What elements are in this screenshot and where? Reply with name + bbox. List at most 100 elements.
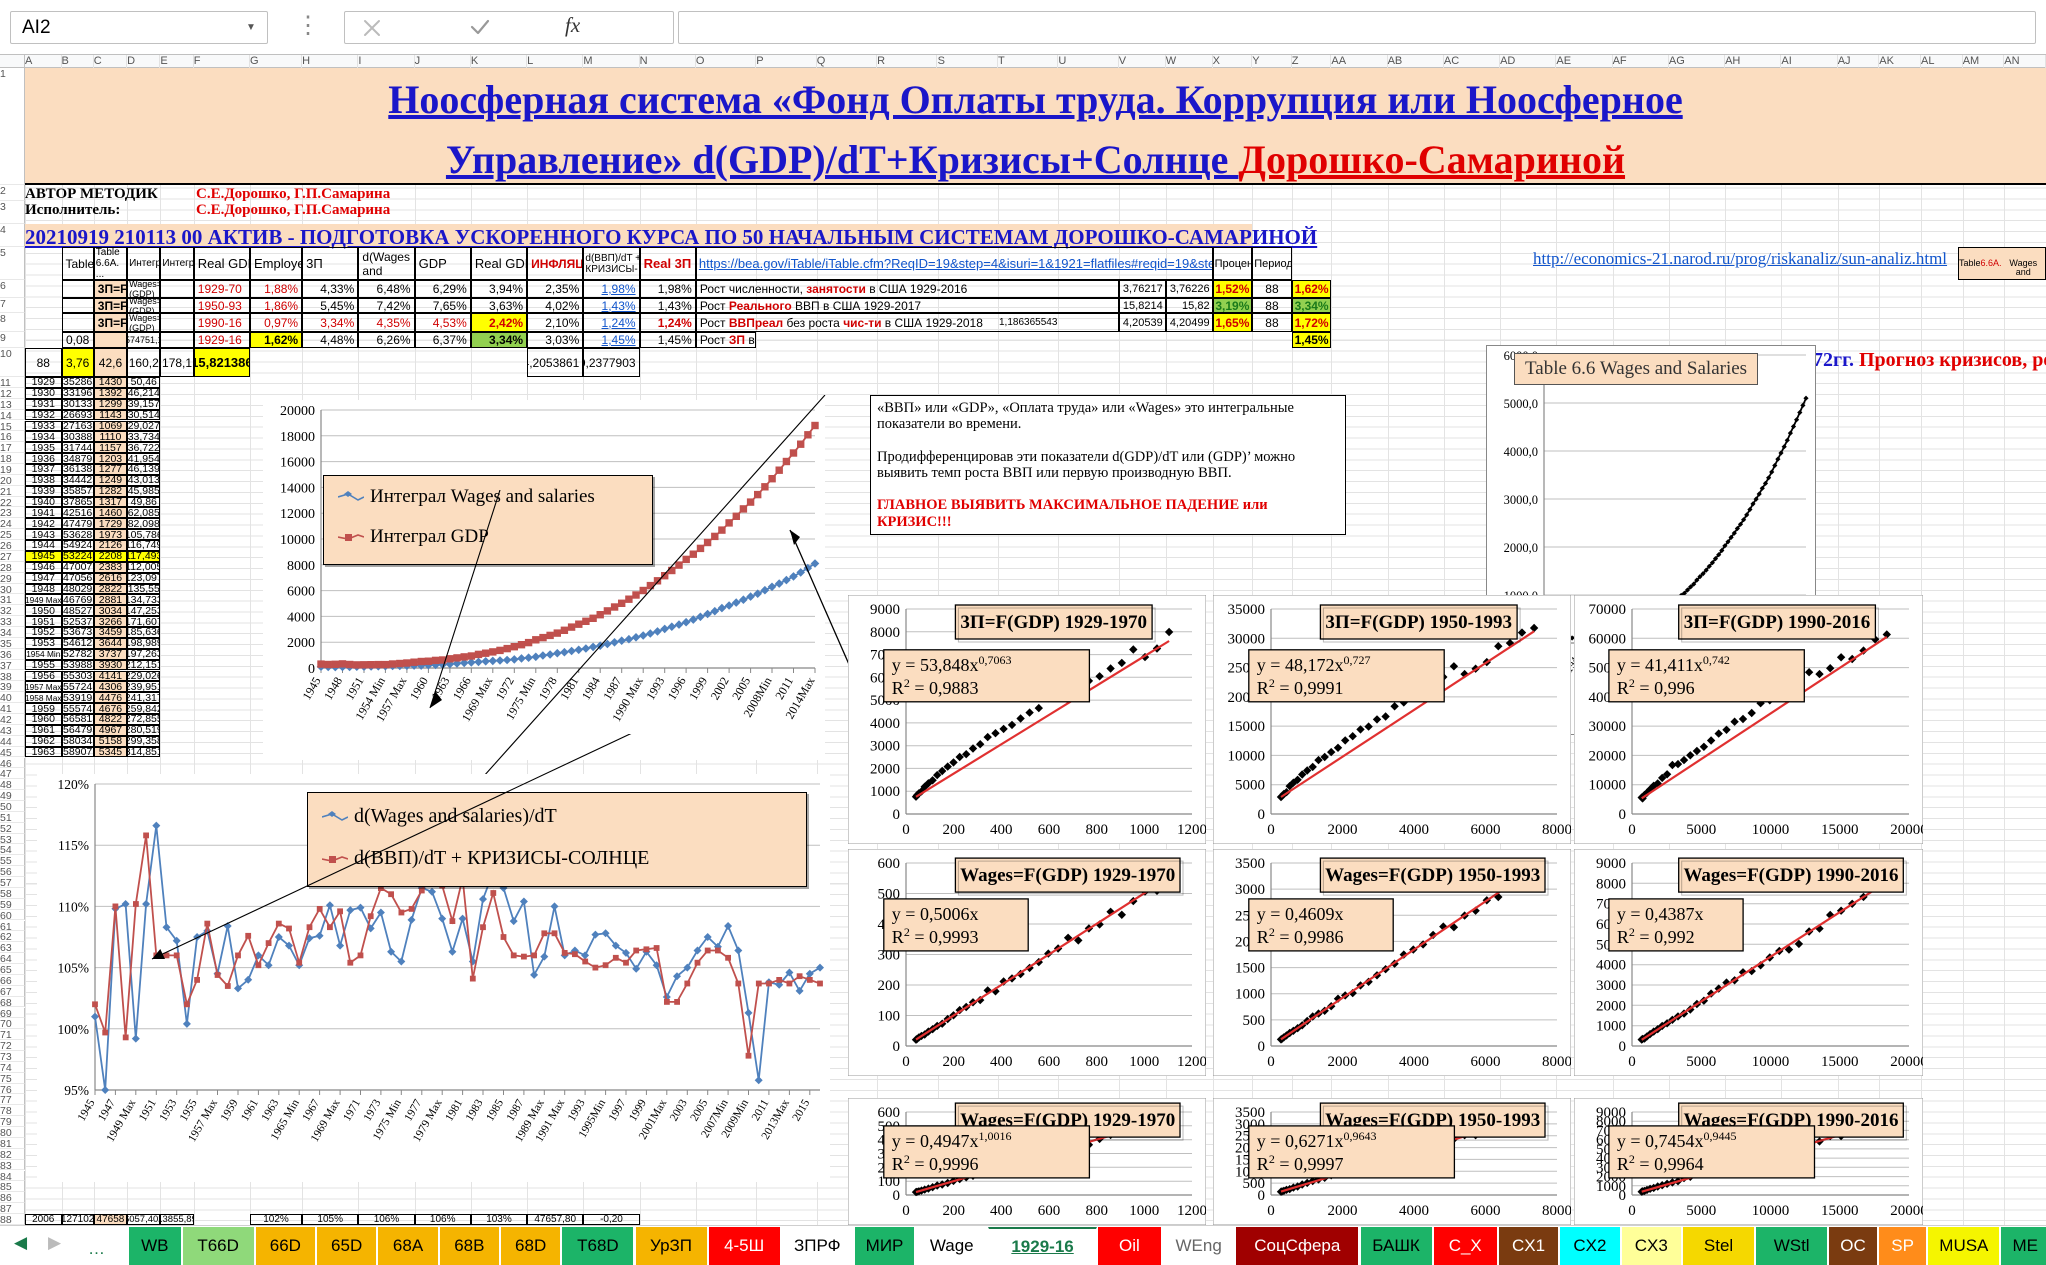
svg-text:1000: 1000	[1235, 987, 1265, 1003]
svg-text:5000: 5000	[1686, 822, 1716, 838]
svg-text:200: 200	[878, 978, 901, 994]
svg-text:4000: 4000	[1399, 1203, 1429, 1219]
svg-text:600: 600	[1038, 1203, 1061, 1219]
svg-text:600: 600	[878, 856, 901, 872]
svg-text:800: 800	[1085, 1054, 1108, 1070]
svg-text:0: 0	[1619, 807, 1627, 823]
svg-text:4000: 4000	[1399, 822, 1429, 838]
svg-text:0: 0	[1628, 1203, 1636, 1219]
svg-text:0: 0	[893, 807, 901, 823]
svg-text:1200: 1200	[1177, 822, 1206, 838]
svg-text:9000: 9000	[1596, 856, 1626, 872]
svg-text:30000: 30000	[1589, 719, 1627, 735]
svg-text:0: 0	[902, 1203, 910, 1219]
svg-text:0: 0	[1258, 1039, 1266, 1055]
svg-text:10000: 10000	[1752, 1203, 1790, 1219]
svg-text:70000: 70000	[1589, 602, 1627, 618]
svg-text:2000,0: 2000,0	[1504, 541, 1538, 555]
svg-text:6000: 6000	[1471, 822, 1501, 838]
svg-text:0: 0	[893, 1039, 901, 1055]
svg-text:15000: 15000	[1228, 719, 1266, 735]
svg-text:y = 0,5006x: y = 0,5006x	[892, 904, 979, 924]
svg-text:0: 0	[902, 822, 910, 838]
svg-text:35000: 35000	[1228, 602, 1266, 618]
svg-text:8000: 8000	[1596, 876, 1626, 892]
svg-text:6000: 6000	[1471, 1203, 1501, 1219]
svg-text:500: 500	[1243, 1013, 1266, 1029]
svg-text:0: 0	[893, 1188, 901, 1204]
svg-text:5000: 5000	[1686, 1054, 1716, 1070]
svg-text:20000: 20000	[1890, 1203, 1923, 1219]
svg-text:9000: 9000	[870, 602, 900, 618]
svg-text:400: 400	[990, 822, 1013, 838]
svg-text:200: 200	[942, 1054, 965, 1070]
svg-text:5000: 5000	[1235, 778, 1265, 794]
svg-text:R2 = 0,992: R2 = 0,992	[1617, 925, 1695, 947]
svg-text:10000: 10000	[1752, 1054, 1790, 1070]
svg-text:600: 600	[1038, 822, 1061, 838]
svg-text:200: 200	[942, 1203, 965, 1219]
svg-text:20000: 20000	[1589, 748, 1627, 764]
svg-text:400: 400	[990, 1054, 1013, 1070]
svg-text:5000: 5000	[1686, 1203, 1716, 1219]
svg-text:4000,0: 4000,0	[1504, 445, 1538, 459]
svg-text:1000: 1000	[1129, 1054, 1159, 1070]
svg-text:5000,0: 5000,0	[1504, 397, 1538, 411]
svg-text:3000: 3000	[870, 739, 900, 755]
svg-text:15000: 15000	[1821, 1054, 1859, 1070]
svg-text:600: 600	[878, 1105, 901, 1121]
svg-text:0: 0	[902, 1054, 910, 1070]
svg-text:400: 400	[990, 1203, 1013, 1219]
svg-text:0: 0	[1267, 1203, 1275, 1219]
svg-text:0: 0	[1619, 1039, 1627, 1055]
svg-text:3500: 3500	[1235, 856, 1265, 872]
svg-text:10000: 10000	[1228, 748, 1266, 764]
svg-text:y = 0,4387x: y = 0,4387x	[1617, 904, 1704, 924]
svg-text:2000: 2000	[1596, 998, 1626, 1014]
svg-text:y = 0,4609x: y = 0,4609x	[1257, 904, 1344, 924]
svg-text:1000: 1000	[1129, 1203, 1159, 1219]
svg-text:0: 0	[1267, 1054, 1275, 1070]
svg-text:20000: 20000	[1890, 822, 1923, 838]
svg-text:8000: 8000	[870, 625, 900, 641]
svg-text:2000: 2000	[1328, 822, 1358, 838]
svg-text:R2 = 0,996: R2 = 0,996	[1617, 676, 1695, 698]
svg-text:0: 0	[1267, 822, 1275, 838]
svg-text:Wages=F(GDP) 1990-2016: Wages=F(GDP) 1990-2016	[1683, 865, 1898, 886]
svg-text:2000: 2000	[870, 761, 900, 777]
svg-text:0: 0	[1628, 822, 1636, 838]
svg-text:200: 200	[942, 822, 965, 838]
svg-text:0: 0	[1628, 1054, 1636, 1070]
svg-text:0: 0	[1258, 807, 1266, 823]
svg-text:3П=F(GDP) 1929-1970: 3П=F(GDP) 1929-1970	[960, 612, 1147, 633]
svg-text:800: 800	[1085, 1203, 1108, 1219]
svg-text:15000: 15000	[1821, 1203, 1859, 1219]
svg-text:4000: 4000	[1399, 1054, 1429, 1070]
svg-text:600: 600	[1038, 1054, 1061, 1070]
svg-text:1500: 1500	[1235, 961, 1265, 977]
svg-text:3000,0: 3000,0	[1504, 493, 1538, 507]
svg-text:1200: 1200	[1177, 1054, 1206, 1070]
svg-text:30000: 30000	[1228, 631, 1266, 647]
svg-text:15000: 15000	[1821, 822, 1859, 838]
svg-text:3П=F(GDP) 1990-2016: 3П=F(GDP) 1990-2016	[1684, 612, 1871, 633]
svg-text:10000: 10000	[1589, 778, 1627, 794]
svg-text:6000: 6000	[1471, 1054, 1501, 1070]
svg-text:9000: 9000	[1596, 1105, 1626, 1121]
svg-text:4000: 4000	[1596, 958, 1626, 974]
svg-text:4000: 4000	[870, 716, 900, 732]
svg-text:1000: 1000	[1596, 1019, 1626, 1035]
svg-text:1000: 1000	[870, 784, 900, 800]
svg-text:60000: 60000	[1589, 631, 1627, 647]
svg-text:8000: 8000	[1542, 822, 1571, 838]
svg-text:3000: 3000	[1596, 978, 1626, 994]
svg-text:8000: 8000	[1542, 1054, 1571, 1070]
svg-text:2000: 2000	[1328, 1054, 1358, 1070]
svg-text:2000: 2000	[1328, 1203, 1358, 1219]
svg-text:8000: 8000	[1542, 1203, 1571, 1219]
svg-text:10000: 10000	[1752, 822, 1790, 838]
svg-text:Wages=F(GDP) 1950-1993: Wages=F(GDP) 1950-1993	[1325, 865, 1540, 886]
svg-text:1200: 1200	[1177, 1203, 1206, 1219]
svg-text:800: 800	[1085, 822, 1108, 838]
svg-text:3000: 3000	[1235, 882, 1265, 898]
